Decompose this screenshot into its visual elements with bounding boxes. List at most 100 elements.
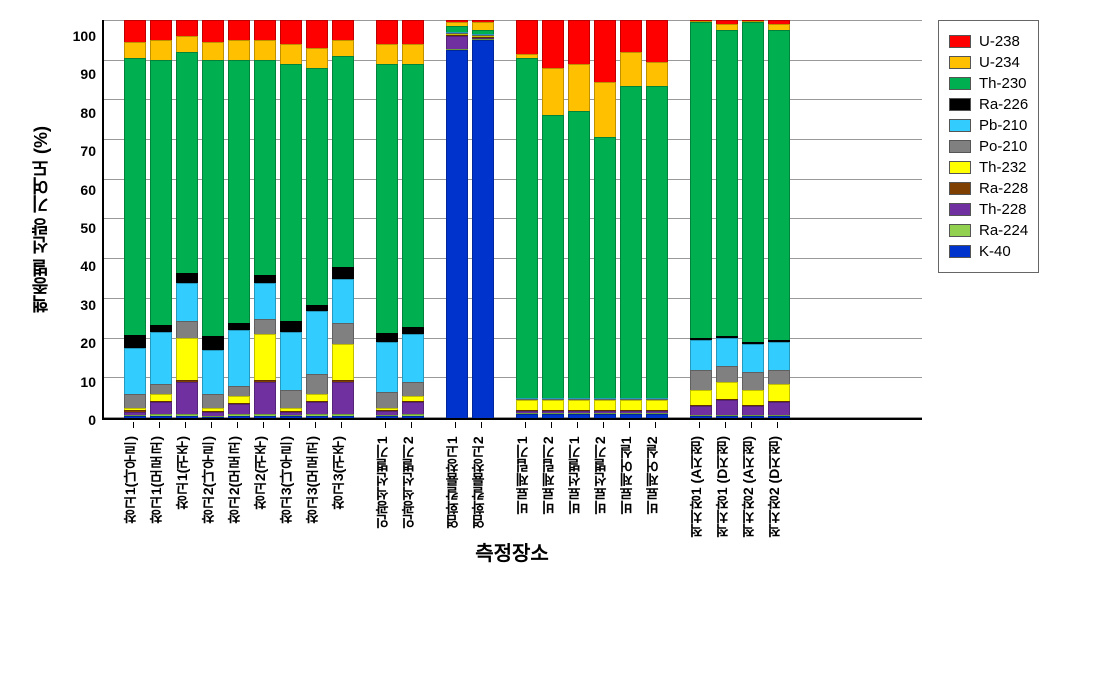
x-label: 염화칼륨창고1 xyxy=(442,436,468,537)
segment-Pb-210 xyxy=(690,340,712,370)
segment-Pb-210 xyxy=(228,330,250,386)
segment-Pb-210 xyxy=(306,311,328,375)
segment-Th-232 xyxy=(620,400,642,410)
segment-K-40 xyxy=(768,416,790,418)
segment-Th-230 xyxy=(150,60,172,325)
segment-Th-232 xyxy=(646,400,668,410)
bar xyxy=(228,20,250,418)
bar xyxy=(646,20,668,418)
segment-K-40 xyxy=(124,416,146,418)
segment-Th-228 xyxy=(768,402,790,415)
segment-U-238 xyxy=(228,20,250,40)
segment-Ra-226 xyxy=(228,323,250,331)
segment-K-40 xyxy=(446,50,468,418)
legend-swatch xyxy=(949,140,971,153)
segment-Th-232 xyxy=(742,390,764,405)
group-gap xyxy=(494,422,512,428)
bar xyxy=(176,20,198,418)
legend-swatch xyxy=(949,56,971,69)
segment-Pb-210 xyxy=(768,342,790,370)
legend-swatch xyxy=(949,98,971,111)
x-label: 비료제어실2 xyxy=(642,436,668,537)
legend-row: Th-232 xyxy=(949,159,1028,176)
segment-Pb-210 xyxy=(402,334,424,382)
y-tick: 80 xyxy=(62,105,102,121)
legend-row: Pb-210 xyxy=(949,117,1028,134)
segment-Po-210 xyxy=(150,384,172,394)
bar xyxy=(516,20,538,418)
segment-Pb-210 xyxy=(280,332,302,390)
segment-Po-210 xyxy=(332,323,354,345)
segment-Th-230 xyxy=(742,22,764,342)
legend-label: Ra-228 xyxy=(979,180,1028,197)
segment-Th-230 xyxy=(620,86,642,398)
segment-Th-230 xyxy=(124,58,146,335)
segment-Th-228 xyxy=(176,382,198,414)
bar xyxy=(306,20,328,418)
y-tick: 70 xyxy=(62,143,102,159)
segment-U-234 xyxy=(568,64,590,112)
segment-Th-230 xyxy=(646,86,668,398)
bar xyxy=(742,20,764,418)
x-tick xyxy=(250,422,276,428)
x-label: 비료제립기1 xyxy=(512,436,538,537)
segment-K-40 xyxy=(646,414,668,418)
bar xyxy=(542,20,564,418)
legend-swatch xyxy=(949,224,971,237)
segment-K-40 xyxy=(716,416,738,418)
segment-U-238 xyxy=(202,20,224,42)
group-gap xyxy=(790,430,808,531)
bar xyxy=(402,20,424,418)
legend-label: U-238 xyxy=(979,33,1020,50)
y-tick: 30 xyxy=(62,297,102,313)
legend-row: K-40 xyxy=(949,243,1028,260)
x-label: 창고3(귀주) xyxy=(328,436,354,537)
bar xyxy=(768,20,790,418)
bar xyxy=(716,20,738,418)
segment-K-40 xyxy=(332,416,354,418)
x-tick xyxy=(224,422,250,428)
segment-U-234 xyxy=(646,62,668,86)
x-label: 인광석선별기2 xyxy=(398,436,424,537)
x-label: 창고1(모로코) xyxy=(146,436,172,537)
y-tick: 90 xyxy=(62,66,102,82)
x-tick xyxy=(146,422,172,428)
legend-label: Th-232 xyxy=(979,159,1027,176)
group-gap xyxy=(668,430,686,531)
segment-U-238 xyxy=(402,20,424,44)
legend-label: Th-230 xyxy=(979,75,1027,92)
x-label: 창고3(모로코) xyxy=(302,436,328,537)
x-tick xyxy=(468,422,494,428)
legend-row: Ra-228 xyxy=(949,180,1028,197)
y-tick: 100 xyxy=(62,28,102,44)
x-label: 비료제립기2 xyxy=(538,436,564,537)
x-tick xyxy=(398,422,424,428)
segment-K-40 xyxy=(376,416,398,418)
x-tick xyxy=(738,422,764,428)
segment-U-234 xyxy=(376,44,398,64)
x-labels: 창고1(나우르)창고1(모로코)창고1(귀주)창고2(나우르)창고2(모로코)창… xyxy=(102,430,922,531)
segment-K-40 xyxy=(542,414,564,418)
segment-Po-210 xyxy=(742,372,764,390)
segment-Th-232 xyxy=(716,382,738,399)
x-label: 적치장1 (D지점) xyxy=(712,436,738,537)
segment-Th-230 xyxy=(202,60,224,337)
x-tick xyxy=(302,422,328,428)
segment-U-238 xyxy=(646,20,668,62)
group-gap xyxy=(424,430,442,531)
segment-U-234 xyxy=(202,42,224,60)
segment-Th-230 xyxy=(332,56,354,267)
segment-K-40 xyxy=(620,414,642,418)
segment-Th-228 xyxy=(742,406,764,415)
segment-U-234 xyxy=(332,40,354,56)
legend-label: Po-210 xyxy=(979,138,1027,155)
segment-Pb-210 xyxy=(742,344,764,372)
bars-row xyxy=(104,20,922,418)
bar xyxy=(446,20,468,418)
segment-Po-210 xyxy=(202,394,224,408)
segment-Po-210 xyxy=(402,382,424,396)
segment-U-234 xyxy=(542,68,564,116)
segment-Po-210 xyxy=(306,374,328,394)
segment-Th-228 xyxy=(228,404,250,414)
legend-swatch xyxy=(949,203,971,216)
